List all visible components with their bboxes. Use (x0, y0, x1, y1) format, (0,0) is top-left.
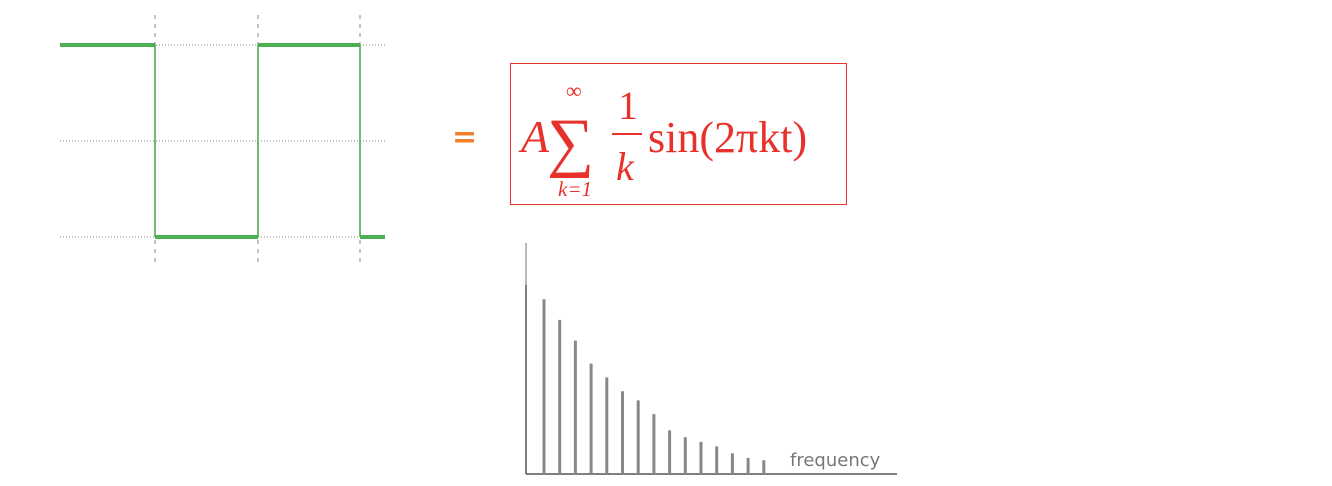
spectrum-bars (542, 299, 766, 474)
square-wave (60, 43, 385, 239)
formula-amplitude: A (518, 111, 550, 162)
formula-sum-lower: k=1 (558, 177, 592, 201)
formula-sum-upper: ∞ (566, 78, 582, 103)
fourier-series-formula: A ∑ ∞ k=1 1 k sin(2πkt) (518, 78, 807, 201)
grid-lines (60, 15, 385, 265)
formula-function: sin(2πkt) (648, 113, 807, 162)
formula-sum-symbol: ∑ (547, 106, 594, 179)
formula-denominator: k (616, 144, 635, 189)
frequency-axis-label: frequency (790, 450, 881, 471)
square-wave-plot (60, 15, 385, 265)
formula-numerator: 1 (618, 83, 638, 128)
equals-sign: = (452, 120, 478, 155)
formula-box: A ∑ ∞ k=1 1 k sin(2πkt) (510, 63, 847, 205)
frequency-spectrum (525, 243, 897, 475)
